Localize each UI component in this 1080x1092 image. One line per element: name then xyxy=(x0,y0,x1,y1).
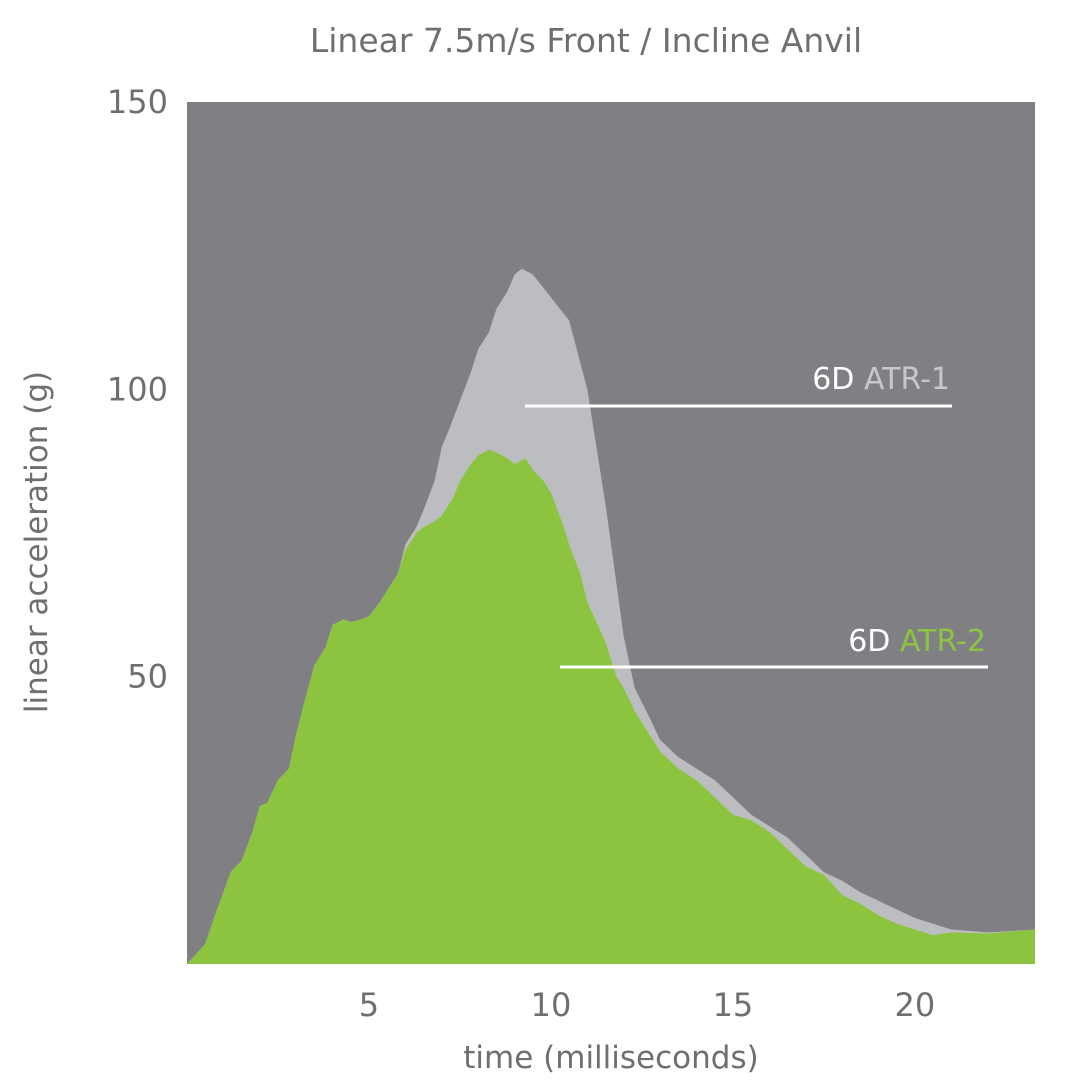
x-axis-label: time (milliseconds) xyxy=(463,1040,758,1076)
legend-label-prefix: 6D xyxy=(848,624,900,659)
x-tick-label: 20 xyxy=(895,986,936,1024)
x-axis-ticks: 5 10 15 20 xyxy=(359,986,935,1024)
legend-label-2: 6D ATR-2 xyxy=(848,624,986,659)
legend-label-1: 6D ATR-1 xyxy=(812,362,950,397)
y-axis-ticks: 50 100 150 xyxy=(107,83,168,696)
y-tick-label: 100 xyxy=(107,370,168,408)
y-axis-label: linear acceleration (g) xyxy=(19,371,55,713)
legend: 6D ATR-16D ATR-2 xyxy=(525,362,988,669)
legend-label-series: ATR-2 xyxy=(900,624,986,659)
series-area-2 xyxy=(187,449,1035,964)
series-layer xyxy=(187,268,1035,964)
x-tick-label: 15 xyxy=(713,986,754,1024)
chart-title: Linear 7.5m/s Front / Incline Anvil xyxy=(310,21,862,60)
legend-label-prefix: 6D xyxy=(812,362,864,397)
x-tick-label: 5 xyxy=(359,986,379,1024)
x-tick-label: 10 xyxy=(531,986,572,1024)
legend-label-series: ATR-1 xyxy=(864,362,950,397)
y-tick-label: 50 xyxy=(127,658,168,696)
y-tick-label: 150 xyxy=(107,83,168,121)
